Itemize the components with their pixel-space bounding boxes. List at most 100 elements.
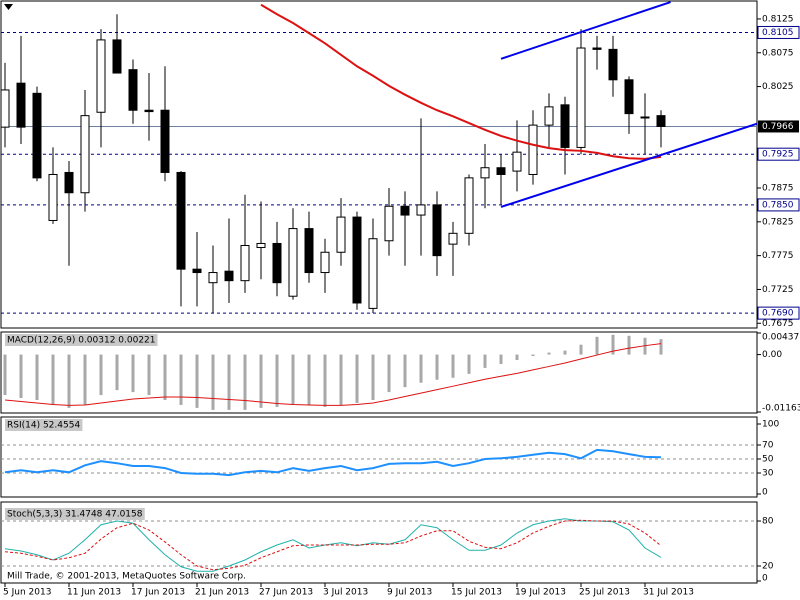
y-tick-label: 50 [762, 455, 774, 465]
y-tick-label: 100 [762, 420, 779, 430]
panel-frame [0, 501, 758, 584]
panel-frame [0, 331, 758, 414]
stoch-main [4, 518, 662, 572]
x-tick-label: 21 Jun 2013 [195, 588, 249, 598]
macd-bar [659, 339, 663, 355]
y-tick-label: 0.00 [762, 350, 782, 360]
macd-signal [4, 343, 662, 406]
y-tick-label: 80 [762, 517, 774, 527]
macd-bar [499, 354, 503, 364]
candle-body [16, 82, 26, 128]
candle-body [128, 69, 138, 111]
macd-bar [563, 350, 567, 355]
level-label: 0.7925 [762, 150, 794, 160]
plot-area [1, 1, 757, 314]
candle-body [240, 244, 250, 282]
y-tick-label: 0.8125 [762, 14, 794, 24]
macd-bar [355, 354, 359, 403]
indicator-label: RSI(14) 52.4554 [7, 421, 80, 431]
macd-bar [131, 354, 135, 393]
candle-body [400, 205, 410, 216]
panel-frame [0, 416, 758, 498]
macd-bar [627, 335, 631, 355]
indicator-label: Stoch(5,3,3) 31.4748 47.0158 [7, 510, 143, 520]
candle-body [256, 242, 266, 249]
candle-body [656, 115, 666, 127]
candle-body [144, 109, 154, 113]
macd-bar [323, 354, 327, 407]
y-tick-label: 0.7875 [762, 184, 794, 194]
y-tick-label: -0.01163 [762, 404, 800, 414]
macd-bar [579, 344, 583, 355]
trend-line [500, 1, 671, 60]
candle-body [368, 238, 378, 309]
y-tick-label: 30 [762, 469, 774, 479]
y-tick-label: 0.00437 [762, 333, 799, 343]
x-tick-label: 19 Jul 2013 [515, 588, 566, 598]
macd-bar [291, 354, 295, 405]
x-tick-label: 3 Jul 2013 [323, 588, 368, 598]
x-tick-label: 27 Jun 2013 [259, 588, 313, 598]
rsi-line [4, 448, 662, 477]
candle-body [624, 79, 634, 115]
candle-body [480, 167, 490, 179]
candle-body [176, 171, 186, 270]
stoch-signal [4, 519, 662, 571]
macd-bar [163, 354, 167, 401]
x-tick-label: 17 Jun 2013 [131, 588, 185, 598]
macd-bar [339, 354, 343, 405]
macd-bar [179, 354, 183, 405]
macd-bar [595, 336, 599, 355]
x-tick-label: 25 Jul 2013 [579, 588, 630, 598]
y-tick-label: 0.7725 [762, 285, 794, 295]
level-label-bg [757, 25, 800, 39]
candle-body [272, 242, 282, 284]
macd-bar [227, 354, 231, 410]
macd-bar [467, 354, 471, 374]
macd-bar [195, 354, 199, 408]
indicator-label-bg [5, 508, 145, 520]
level-label: 0.7690 [762, 309, 794, 319]
candle-body [64, 171, 74, 194]
candle-body [288, 228, 298, 297]
trend-line [500, 122, 757, 208]
macd-bar [243, 354, 247, 410]
macd-bar [3, 354, 7, 396]
indicator-label-bg [5, 419, 83, 431]
x-tick-label: 15 Jul 2013 [451, 588, 502, 598]
indicator-label-bg [5, 334, 158, 346]
candle-body [160, 109, 170, 173]
macd-bar [99, 354, 103, 396]
macd-bar [387, 354, 391, 393]
macd-bar [19, 354, 23, 399]
y-tick-label: 0 [762, 488, 768, 498]
macd-bar [67, 354, 71, 408]
candle-body [96, 39, 106, 113]
candle-body [464, 177, 474, 234]
candle-body [48, 173, 58, 221]
level-label-bg [757, 147, 800, 161]
level-label-bg [757, 306, 800, 320]
candle-body [608, 48, 618, 81]
candle-body [544, 106, 554, 126]
y-tick-label: 70 [762, 441, 774, 451]
x-tick-label: 9 Jul 2013 [387, 588, 432, 598]
level-label: 0.8105 [762, 28, 794, 38]
macd-bar [275, 354, 279, 407]
current-price-bg [758, 120, 799, 133]
candle-body [112, 39, 122, 74]
candle-body [560, 104, 570, 148]
macd-bar [259, 354, 263, 408]
candle-body [224, 270, 234, 282]
candle-body [320, 251, 330, 274]
macd-bar [531, 354, 535, 357]
macd-bar [547, 352, 551, 355]
x-tick-label: 5 Jun 2013 [3, 588, 51, 598]
macd-bar [611, 334, 615, 355]
candle-body [192, 268, 202, 274]
macd-bar [115, 354, 119, 391]
candle-body [384, 205, 394, 242]
macd-bar [83, 354, 87, 405]
macd-bar [403, 354, 407, 388]
